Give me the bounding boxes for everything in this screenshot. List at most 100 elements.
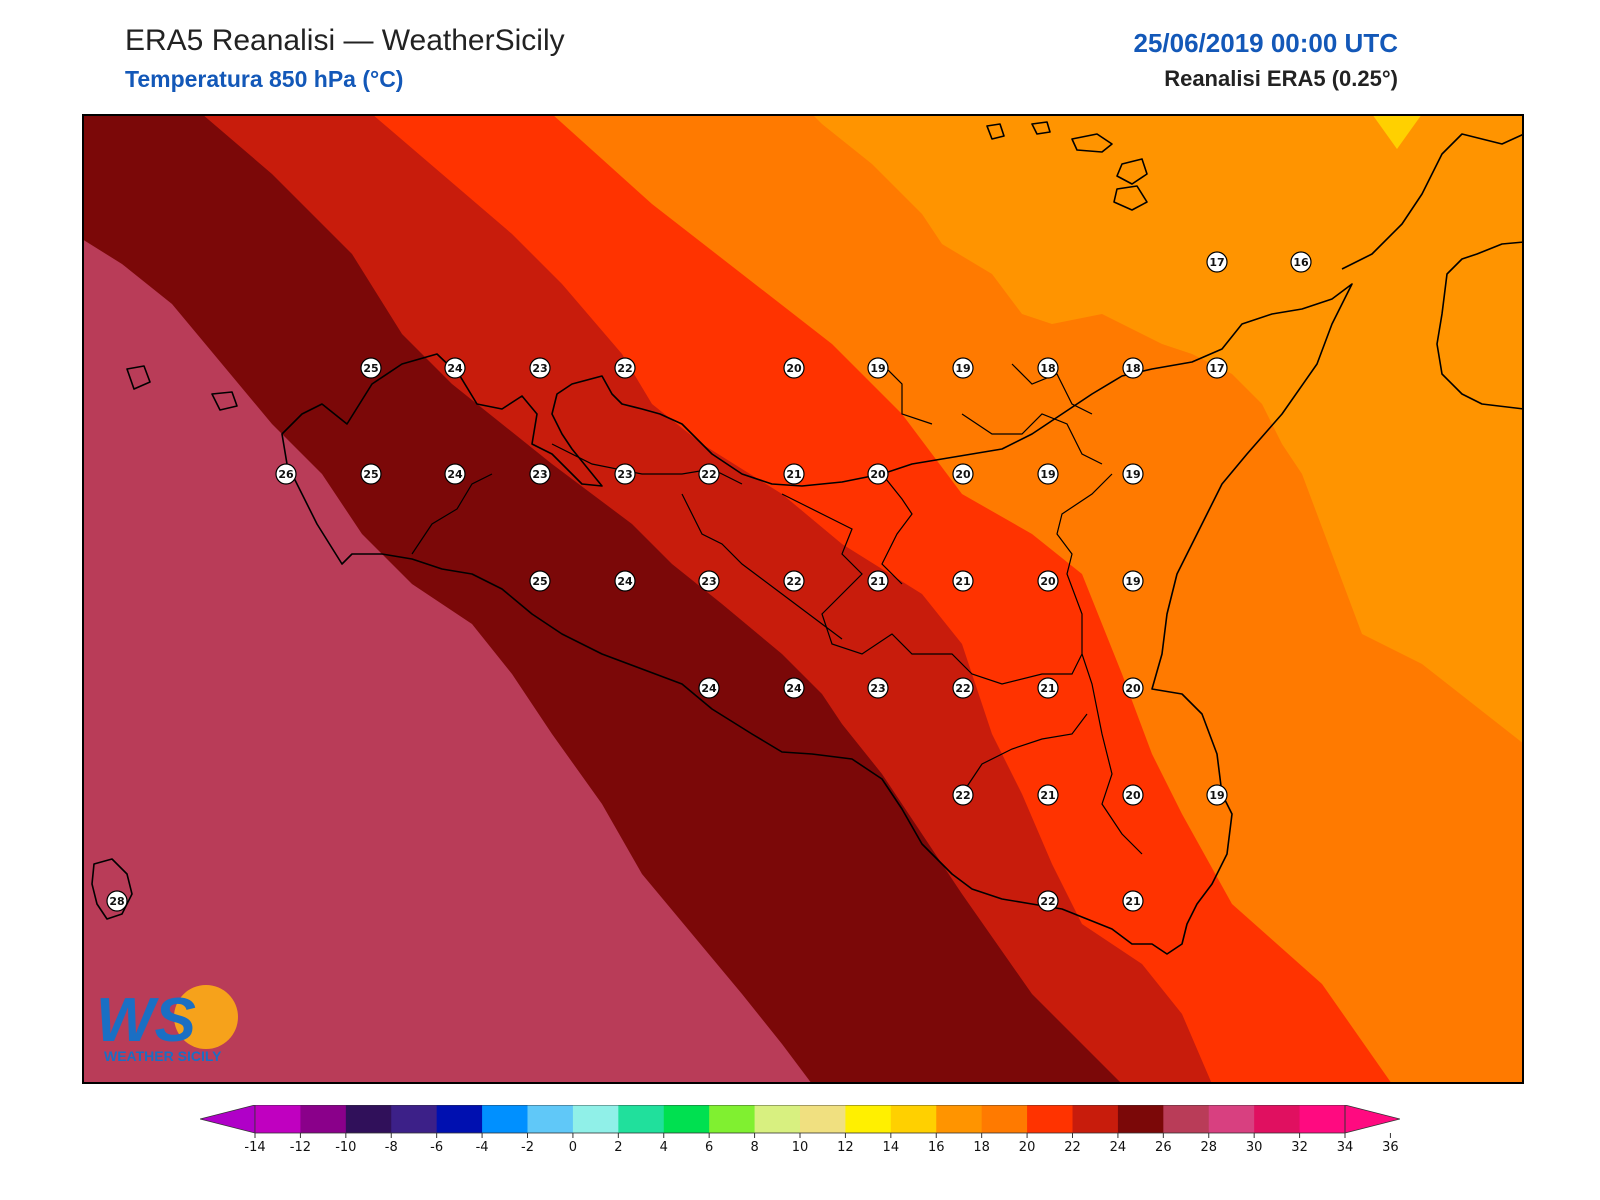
station-value: 20 — [955, 468, 971, 481]
colorbar-swatch — [1117, 1105, 1164, 1133]
station-value: 23 — [701, 575, 716, 588]
station-circle — [1037, 357, 1059, 379]
aeolian-island-3 — [1113, 185, 1148, 211]
colorbar-swatch — [255, 1105, 301, 1133]
station-circle — [952, 784, 974, 806]
station-value: 19 — [1125, 575, 1140, 588]
station-value: 19 — [1125, 468, 1140, 481]
colorbar-tick-label: 14 — [883, 1140, 900, 1155]
colorbar-swatch — [1072, 1105, 1119, 1133]
station-circle — [698, 570, 720, 592]
station-value: 23 — [870, 682, 885, 695]
station-marker: 21 — [1037, 784, 1059, 806]
station-marker: 21 — [952, 570, 974, 592]
station-marker: 24 — [444, 357, 466, 379]
colorbar-tick-label: 34 — [1337, 1140, 1354, 1155]
station-marker: 24 — [614, 570, 636, 592]
station-value: 19 — [870, 362, 885, 375]
data-source: Reanalisi ERA5 (0.25°) — [1164, 66, 1398, 91]
station-marker: 21 — [783, 463, 805, 485]
colorbar-tick-label: 0 — [569, 1140, 577, 1155]
temperature-bands — [82, 114, 1524, 1084]
chart-title: ERA5 Reanalisi — WeatherSicily — [125, 24, 565, 57]
aeolian-island-5 — [1031, 121, 1051, 135]
station-marker: 24 — [698, 677, 720, 699]
station-circle — [952, 357, 974, 379]
colorbar-tick-label: 36 — [1382, 1140, 1399, 1155]
station-circle — [867, 463, 889, 485]
colorbar-tick-label: 26 — [1155, 1140, 1172, 1155]
station-circle — [1037, 463, 1059, 485]
colorbar-tick-label: 30 — [1246, 1140, 1263, 1155]
station-marker: 16 — [1290, 251, 1312, 273]
station-value: 21 — [1040, 789, 1055, 802]
colorbar-swatch — [391, 1105, 438, 1133]
colorbar-tick-label: -8 — [385, 1140, 398, 1155]
station-marker: 23 — [614, 463, 636, 485]
station-value: 17 — [1209, 362, 1224, 375]
station-value: 25 — [532, 575, 547, 588]
station-circle — [1037, 784, 1059, 806]
station-circle — [1122, 677, 1144, 699]
station-circle — [1122, 357, 1144, 379]
colorbar-tick-label: -2 — [521, 1140, 534, 1155]
map-border — [82, 114, 1524, 1084]
station-marker: 22 — [783, 570, 805, 592]
station-marker: 22 — [614, 357, 636, 379]
station-marker: 19 — [1122, 570, 1144, 592]
station-value: 26 — [278, 468, 294, 481]
station-marker: 24 — [444, 463, 466, 485]
station-circle — [614, 463, 636, 485]
station-value: 21 — [786, 468, 801, 481]
station-circle — [867, 570, 889, 592]
station-marker: 19 — [952, 357, 974, 379]
station-value: 23 — [532, 362, 547, 375]
station-value: 21 — [1040, 682, 1055, 695]
station-value: 21 — [870, 575, 885, 588]
station-markers: 25 24 23 22 20 19 19 18 18 17 17 16 26 25 24 23 23 22 21 20… — [106, 251, 1312, 912]
station-circle — [444, 463, 466, 485]
station-circle — [952, 677, 974, 699]
variable-subtitle: Temperatura 850 hPa (°C) — [125, 66, 404, 92]
station-marker: 21 — [867, 570, 889, 592]
station-value: 22 — [955, 682, 970, 695]
station-circle — [1122, 890, 1144, 912]
colorbar-tick-label: -10 — [335, 1140, 356, 1155]
station-marker: 24 — [783, 677, 805, 699]
station-circle — [529, 357, 551, 379]
station-value: 22 — [1040, 895, 1055, 908]
colorbar-tick-label: 22 — [1064, 1140, 1081, 1155]
station-marker: 25 — [360, 357, 382, 379]
colorbar-tick-label: -14 — [244, 1140, 265, 1155]
colorbar-swatch — [300, 1105, 347, 1133]
band-below-16 — [1372, 114, 1422, 149]
station-circle — [698, 677, 720, 699]
colorbar-swatch — [527, 1105, 574, 1133]
station-circle — [529, 570, 551, 592]
colorbar-swatch — [981, 1105, 1028, 1133]
colorbar-swatch — [1027, 1105, 1073, 1133]
station-marker: 19 — [1122, 463, 1144, 485]
station-value: 20 — [786, 362, 802, 375]
station-marker: 19 — [1037, 463, 1059, 485]
station-marker: 20 — [783, 357, 805, 379]
colorbar-swatch — [572, 1105, 619, 1133]
valid-datetime: 25/06/2019 00:00 UTC — [1133, 28, 1398, 58]
station-value: 22 — [617, 362, 632, 375]
colorbar-swatch — [1299, 1105, 1346, 1133]
station-circle — [614, 570, 636, 592]
station-circle — [106, 890, 128, 912]
aeolian-island-1 — [1071, 133, 1113, 153]
station-marker: 21 — [1037, 677, 1059, 699]
colorbar-tick-label: 6 — [705, 1140, 713, 1155]
station-value: 19 — [1040, 468, 1055, 481]
colorbar-tick-label: -4 — [476, 1140, 489, 1155]
colorbar-swatch — [618, 1105, 665, 1133]
station-value: 22 — [955, 789, 970, 802]
colorbar-swatch — [1208, 1105, 1255, 1133]
station-value: 21 — [955, 575, 970, 588]
station-marker: 22 — [1037, 890, 1059, 912]
station-circle — [275, 463, 297, 485]
station-value: 19 — [955, 362, 970, 375]
station-marker: 22 — [952, 784, 974, 806]
